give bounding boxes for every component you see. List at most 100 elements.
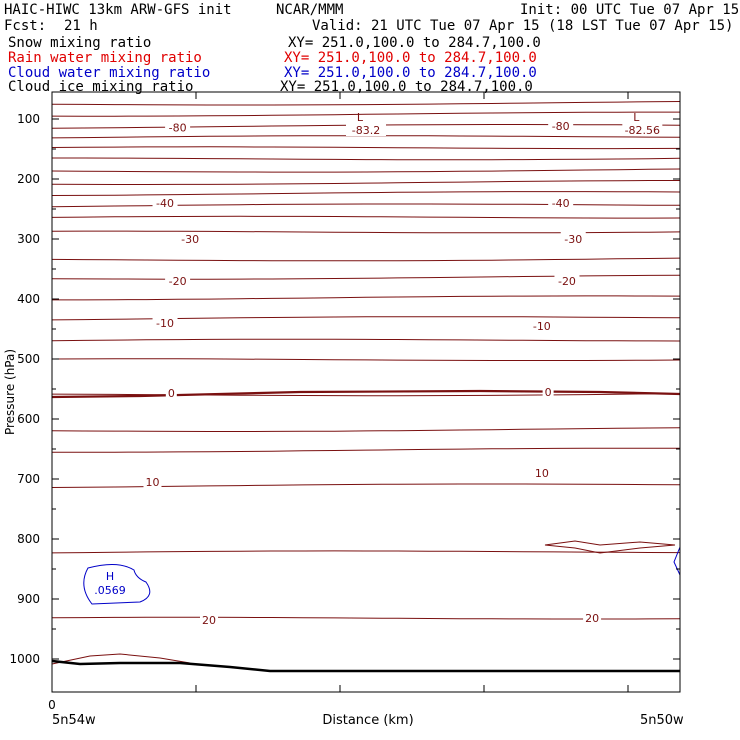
y-tick-label: 900 <box>17 592 40 606</box>
field-rain-xy: XY= 251.0,100.0 to 284.7,100.0 <box>284 50 537 66</box>
low-marker: L <box>357 111 364 124</box>
low-value-bg <box>622 123 663 136</box>
temperature-contours <box>51 101 681 620</box>
temperature-contour-line <box>51 230 681 234</box>
temperature-contour-line <box>51 338 681 342</box>
contour-label: -10 <box>533 320 551 333</box>
cloud-water-contour <box>83 564 151 605</box>
freezing-level <box>51 389 681 399</box>
low-value: -83.2 <box>352 124 380 137</box>
cloud-water-max-value: .0569 <box>94 584 126 597</box>
contour-label-bg <box>532 466 551 479</box>
temperature-contour-line <box>51 257 681 262</box>
temperature-contour-line <box>51 101 681 106</box>
cloud-water-max-marker: H <box>106 570 114 583</box>
contour-label: -10 <box>156 317 174 330</box>
temperature-contour-line <box>52 295 681 301</box>
contour-label-bg <box>560 232 586 245</box>
contour-label-bg <box>165 120 191 134</box>
temperature-contour-line <box>51 427 681 432</box>
contour-label: 20 <box>585 612 599 625</box>
contour-label: -40 <box>552 197 570 210</box>
terrain-line <box>51 659 680 673</box>
contour-label-bg <box>583 611 602 625</box>
contour-label: -30 <box>181 233 199 246</box>
y-tick-label: 800 <box>17 532 40 546</box>
contour-label: -30 <box>564 233 582 246</box>
model-title: HAIC-HIWC 13km ARW-GFS init <box>4 2 232 18</box>
temperature-contour-line <box>51 180 680 185</box>
contour-label-bg <box>177 232 203 245</box>
contour-label: -20 <box>169 275 187 288</box>
init-time: Init: 00 UTC Tue 07 Apr 15 <box>520 2 740 18</box>
temperature-contour-line <box>51 274 681 280</box>
low-value-bg <box>346 123 386 136</box>
y-tick-label: 400 <box>17 292 40 306</box>
contour-label-bg <box>542 385 554 398</box>
org-label: NCAR/MMM <box>276 2 344 18</box>
low-value: -82.56 <box>625 124 660 137</box>
contour-label-bg <box>548 119 574 133</box>
x-axis <box>51 92 629 692</box>
y-tick-label: 600 <box>17 412 40 426</box>
field-cloudwater-xy: XY= 251.0,100.0 to 284.7,100.0 <box>284 65 537 81</box>
temperature-contour-line <box>51 111 680 117</box>
cloud-water-contour-edge <box>673 546 681 576</box>
temperature-contour-line <box>52 157 681 161</box>
temperature-contour-line <box>51 146 681 150</box>
contour-label: -80 <box>552 120 570 133</box>
y-axis-title: Pressure (hPa) <box>3 349 17 435</box>
contour-label-bg <box>165 274 191 287</box>
field-snow-name: Snow mixing ratio <box>8 35 152 51</box>
contour-label: 10 <box>145 476 159 489</box>
y-tick-label: 700 <box>17 472 40 486</box>
contour-label-bg <box>554 274 580 287</box>
x-axis-title: Distance (km) <box>322 713 413 728</box>
temperature-contour-line <box>51 653 191 665</box>
x-tick-zero: 0 <box>48 698 56 712</box>
low-marker: L <box>633 111 640 124</box>
temperature-contour-closed <box>544 540 676 554</box>
contour-label-bg <box>143 475 162 488</box>
x-start-label: 5n54w <box>52 713 96 728</box>
field-rain-name: Rain water mixing ratio <box>8 50 202 66</box>
forecast-hour: 21 h <box>64 18 98 34</box>
temperature-contour-line <box>51 203 681 208</box>
contour-label: 10 <box>535 467 549 480</box>
contour-label-bg <box>548 196 574 209</box>
chart-features: -80 -80 -40 -40 -30 -30 -20 -20 -10 -10 0 0 10 10 20 20… <box>51 111 681 673</box>
temperature-contour-line <box>51 191 681 196</box>
field-cloudice-xy: XY= 251.0,100.0 to 284.7,100.0 <box>280 79 533 95</box>
temperature-contour-line <box>52 447 680 453</box>
contour-label-bg <box>200 613 218 626</box>
temperature-contour-line <box>51 215 681 219</box>
x-end-label: 5n50w <box>640 713 684 728</box>
y-tick-label: 100 <box>17 112 40 126</box>
field-snow-xy: XY= 251.0,100.0 to 284.7,100.0 <box>288 35 541 51</box>
field-cloudwater-name: Cloud water mixing ratio <box>8 65 211 81</box>
freezing-contour-line <box>51 389 681 399</box>
y-tick-label: 1000 <box>9 652 40 666</box>
field-cloudice-name: Cloud ice mixing ratio <box>8 79 194 95</box>
contour-label-bg <box>152 196 178 209</box>
temperature-contour-line <box>51 168 681 173</box>
contour-label-bg <box>152 316 178 329</box>
temperature-contour-line <box>51 358 681 361</box>
y-tick-label: 500 <box>17 352 40 366</box>
contour-label-bg <box>529 319 555 332</box>
plot-frame <box>51 91 681 693</box>
y-tick-label: 300 <box>17 232 40 246</box>
contour-label: -40 <box>156 197 174 210</box>
temperature-contour-line <box>51 550 681 554</box>
contour-label: 0 <box>168 387 175 400</box>
contour-label: -80 <box>169 121 187 134</box>
y-tick-label: 200 <box>17 172 40 186</box>
valid-time: Valid: 21 UTC Tue 07 Apr 15 (18 LST Tue … <box>312 18 734 34</box>
forecast-label: Fcst: <box>4 18 47 34</box>
contour-label: 20 <box>202 614 216 627</box>
contour-label-bg <box>165 386 177 400</box>
temperature-contour-line <box>51 616 681 620</box>
temperature-contour-line <box>51 316 681 321</box>
